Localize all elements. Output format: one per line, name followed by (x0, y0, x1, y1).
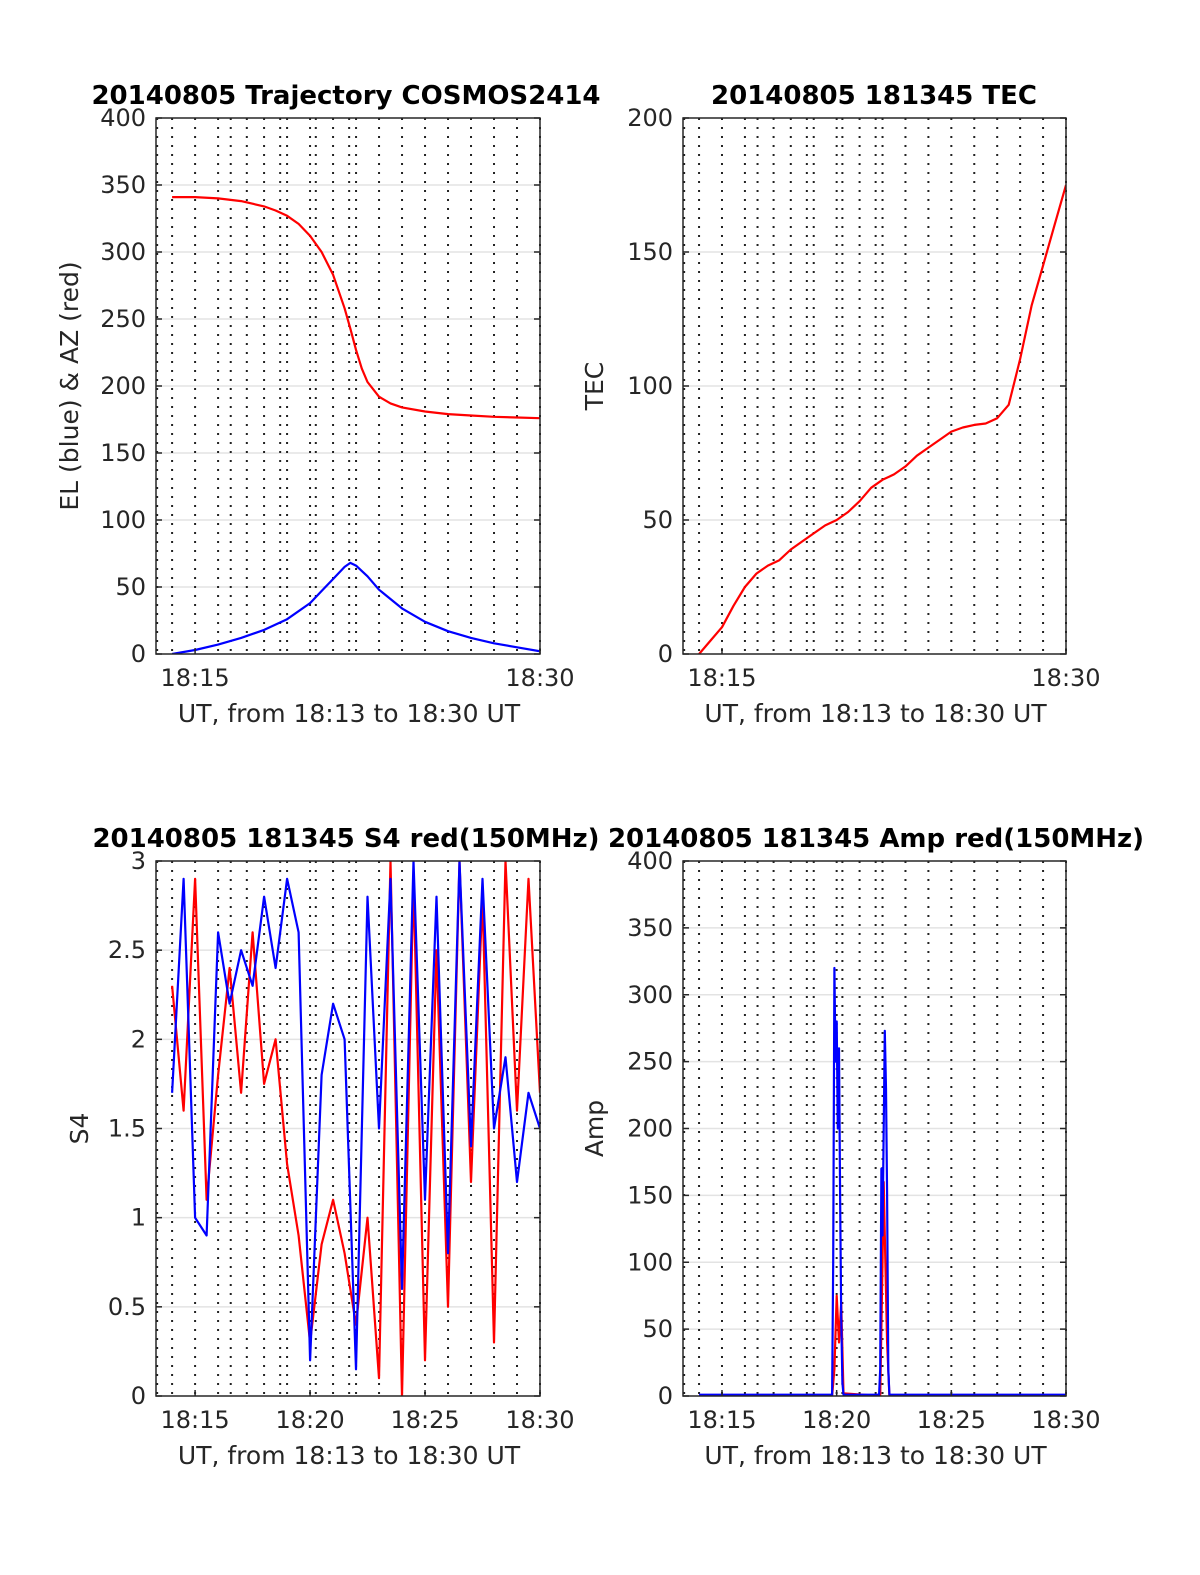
x-tick-label: 18:30 (505, 1406, 574, 1434)
y-tick-label: 0 (131, 640, 146, 668)
y-axis-label: EL (blue) & AZ (red) (55, 261, 84, 510)
x-tick-label: 18:20 (275, 1406, 344, 1434)
chart-panel-4: 0 50 100 150 200 250 300 350 400 18:15 18:20 18:25 1… (580, 824, 1144, 1470)
y-tick-label: 2.5 (108, 936, 146, 964)
y-tick-label: 50 (115, 573, 146, 601)
y-tick-label: 0.5 (108, 1293, 146, 1321)
y-axis-label: TEC (580, 362, 609, 412)
y-tick-label: 200 (627, 1115, 673, 1143)
series-line-2 (171, 861, 540, 1371)
x-axis-label: UT, from 18:13 to 18:30 UT (704, 1441, 1047, 1470)
series-line-2 (699, 966, 1066, 1396)
y-tick-label: 0 (131, 1382, 146, 1410)
series-line-1 (698, 184, 1066, 654)
y-tick-label: 2 (131, 1025, 146, 1053)
y-tick-label: 350 (627, 914, 673, 942)
y-tick-label: 1 (131, 1204, 146, 1232)
x-axis-label: UT, from 18:13 to 18:30 UT (178, 1441, 521, 1470)
y-tick-label: 300 (100, 238, 146, 266)
y-tick-label: 300 (627, 981, 673, 1009)
x-tick-label: 18:25 (917, 1406, 986, 1434)
x-tick-label: 18:15 (161, 1406, 230, 1434)
x-tick-label: 18:15 (687, 1406, 756, 1434)
x-tick-label: 18:25 (390, 1406, 459, 1434)
y-tick-label: 1.5 (108, 1115, 146, 1143)
y-tick-label: 3 (131, 847, 146, 875)
y-axis-label: S4 (65, 1113, 94, 1145)
y-tick-label: 150 (627, 238, 673, 266)
chart-title: 20140805 Trajectory COSMOS2414 (91, 81, 600, 111)
y-tick-label: 200 (627, 104, 673, 132)
x-tick-label: 18:30 (1031, 1406, 1100, 1434)
y-tick-label: 350 (100, 171, 146, 199)
x-axis-label: UT, from 18:13 to 18:30 UT (178, 699, 521, 728)
y-tick-label: 400 (627, 847, 673, 875)
y-axis-label: Amp (580, 1100, 609, 1157)
y-tick-label: 50 (642, 1315, 673, 1343)
x-tick-label: 18:20 (802, 1406, 871, 1434)
chart-panel-2: 0 50 100 150 200 18:15 18:30 20140805 181345 TE… (580, 81, 1101, 728)
y-tick-label: 0 (658, 640, 673, 668)
y-tick-label: 0 (658, 1382, 673, 1410)
y-tick-label: 400 (100, 104, 146, 132)
chart-title: 20140805 181345 Amp red(150MHz) (608, 824, 1144, 854)
y-tick-label: 100 (627, 372, 673, 400)
y-tick-label: 50 (642, 506, 673, 534)
series-line-2 (171, 561, 540, 654)
chart-title: 20140805 181345 TEC (711, 81, 1037, 111)
x-tick-label: 18:15 (161, 664, 230, 692)
chart-panel-3: 0 0.5 1 1.5 2 2.5 3 18:15 18:20 18:25 18:30 2014080… (65, 824, 600, 1470)
y-tick-label: 150 (627, 1181, 673, 1209)
x-tick-label: 18:30 (1031, 664, 1100, 692)
chart-panel-1: 0 50 100 150 200 250 300 350 400 18:15 18:30 201408… (55, 81, 601, 728)
x-tick-label: 18:30 (505, 664, 574, 692)
y-tick-label: 250 (627, 1048, 673, 1076)
series-line-1 (172, 196, 540, 420)
x-axis-label: UT, from 18:13 to 18:30 UT (704, 699, 1047, 728)
y-tick-label: 100 (100, 506, 146, 534)
y-tick-label: 100 (627, 1248, 673, 1276)
y-tick-label: 250 (100, 305, 146, 333)
y-tick-label: 200 (100, 372, 146, 400)
x-tick-label: 18:15 (687, 664, 756, 692)
chart-title: 20140805 181345 S4 red(150MHz) (92, 824, 599, 854)
y-tick-label: 150 (100, 439, 146, 467)
